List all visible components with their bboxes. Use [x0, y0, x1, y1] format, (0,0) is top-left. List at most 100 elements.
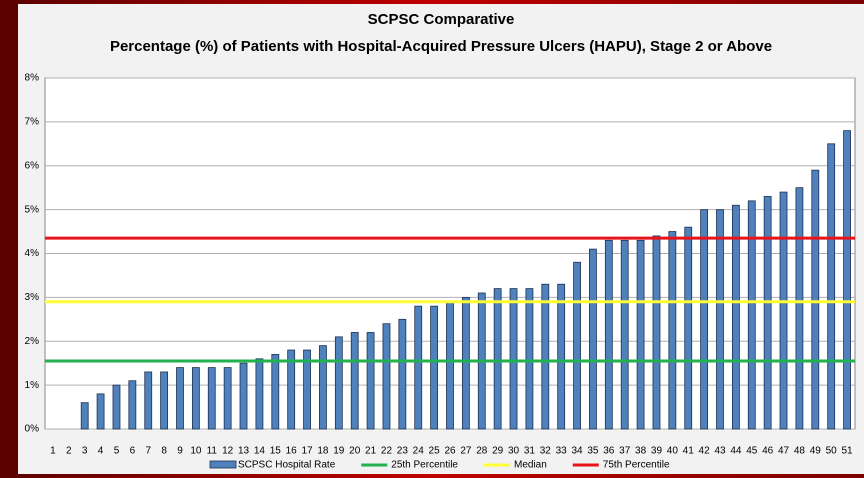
x-tick-label: 24 — [413, 446, 425, 457]
x-tick-label: 27 — [460, 446, 472, 457]
x-tick-label: 10 — [190, 446, 202, 457]
x-tick-label: 33 — [556, 446, 568, 457]
x-tick-label: 11 — [207, 446, 218, 457]
x-tick-label: 18 — [317, 446, 329, 457]
x-tick-label: 15 — [270, 446, 282, 457]
bar — [287, 349, 296, 430]
bar — [191, 367, 200, 430]
y-tick-label: 8% — [25, 73, 40, 84]
bar — [652, 235, 661, 430]
x-tick-label: 14 — [254, 446, 266, 457]
bar — [541, 283, 550, 430]
chart-title: SCPSC Comparative — [368, 11, 515, 28]
bar — [827, 143, 836, 430]
x-tick-label: 49 — [810, 446, 822, 457]
x-tick-label: 9 — [177, 446, 183, 457]
bar — [684, 226, 693, 430]
x-tick-label: 22 — [381, 446, 393, 457]
bar — [207, 367, 216, 430]
x-tick-label: 39 — [651, 446, 663, 457]
y-tick-label: 6% — [25, 160, 40, 171]
x-tick-label: 8 — [161, 446, 167, 457]
y-tick-label: 2% — [25, 336, 40, 347]
y-tick-label: 4% — [25, 248, 40, 259]
bar — [604, 239, 613, 430]
x-tick-label: 16 — [286, 446, 298, 457]
x-tick-label: 32 — [540, 446, 552, 457]
bar — [160, 371, 169, 430]
bar — [589, 248, 597, 430]
bar — [700, 209, 709, 430]
bar — [763, 196, 772, 430]
bar — [430, 305, 439, 430]
bar — [112, 384, 121, 430]
legend-label: Median — [514, 460, 547, 471]
bar — [382, 323, 391, 430]
x-tick-label: 2 — [66, 446, 72, 457]
bar — [620, 239, 629, 430]
chart-subtitle: Percentage (%) of Patients with Hospital… — [110, 38, 772, 55]
legend-label: 25th Percentile — [391, 460, 458, 471]
x-tick-label: 38 — [635, 446, 647, 457]
legend-label: SCPSC Hospital Rate — [238, 460, 336, 471]
bar — [319, 345, 327, 430]
x-tick-label: 44 — [730, 446, 742, 457]
x-tick-label: 51 — [841, 446, 853, 457]
x-tick-label: 30 — [508, 446, 520, 457]
bar — [811, 169, 820, 430]
bar — [239, 362, 248, 430]
bar — [334, 336, 343, 430]
x-tick-label: 40 — [667, 446, 679, 457]
x-tick-label: 41 — [683, 446, 695, 457]
x-tick-label: 25 — [429, 446, 441, 457]
bar — [779, 191, 788, 430]
bar — [223, 367, 232, 430]
bar — [509, 288, 518, 430]
x-tick-label: 47 — [778, 446, 790, 457]
legend-swatch — [209, 460, 237, 469]
bar — [350, 332, 359, 430]
x-tick-label: 12 — [222, 446, 234, 457]
bar — [573, 261, 581, 430]
x-tick-label: 46 — [762, 446, 774, 457]
x-tick-label: 17 — [301, 446, 313, 457]
x-tick-label: 26 — [444, 446, 456, 457]
x-tick-label: 35 — [587, 446, 599, 457]
bar — [636, 239, 645, 430]
x-tick-label: 45 — [746, 446, 758, 457]
x-tick-label: 21 — [365, 446, 377, 457]
bar — [271, 354, 280, 430]
x-tick-label: 36 — [603, 446, 615, 457]
x-tick-label: 42 — [699, 446, 711, 457]
x-tick-label: 50 — [826, 446, 838, 457]
legend-label: 75th Percentile — [603, 460, 670, 471]
bar — [747, 200, 756, 430]
y-tick-label: 1% — [25, 380, 40, 391]
y-tick-label: 3% — [25, 292, 40, 303]
y-tick-label: 5% — [25, 204, 40, 215]
x-tick-label: 43 — [714, 446, 726, 457]
x-tick-label: 3 — [82, 446, 88, 457]
bar — [843, 130, 851, 430]
x-tick-label: 7 — [145, 446, 151, 457]
x-tick-label: 34 — [571, 446, 583, 457]
x-tick-label: 28 — [476, 446, 488, 457]
bar — [96, 393, 105, 430]
x-tick-label: 4 — [98, 446, 104, 457]
bar — [398, 318, 407, 430]
bar — [80, 402, 89, 430]
bar — [668, 231, 677, 430]
bar — [414, 305, 423, 430]
x-tick-label: 48 — [794, 446, 806, 457]
x-tick-label: 19 — [333, 446, 345, 457]
x-tick-label: 29 — [492, 446, 504, 457]
x-tick-label: 37 — [619, 446, 631, 457]
x-tick-label: 13 — [238, 446, 250, 457]
bar — [128, 380, 137, 430]
x-tick-label: 23 — [397, 446, 409, 457]
bar — [366, 332, 375, 430]
y-tick-label: 0% — [25, 424, 40, 435]
bar — [255, 358, 264, 430]
